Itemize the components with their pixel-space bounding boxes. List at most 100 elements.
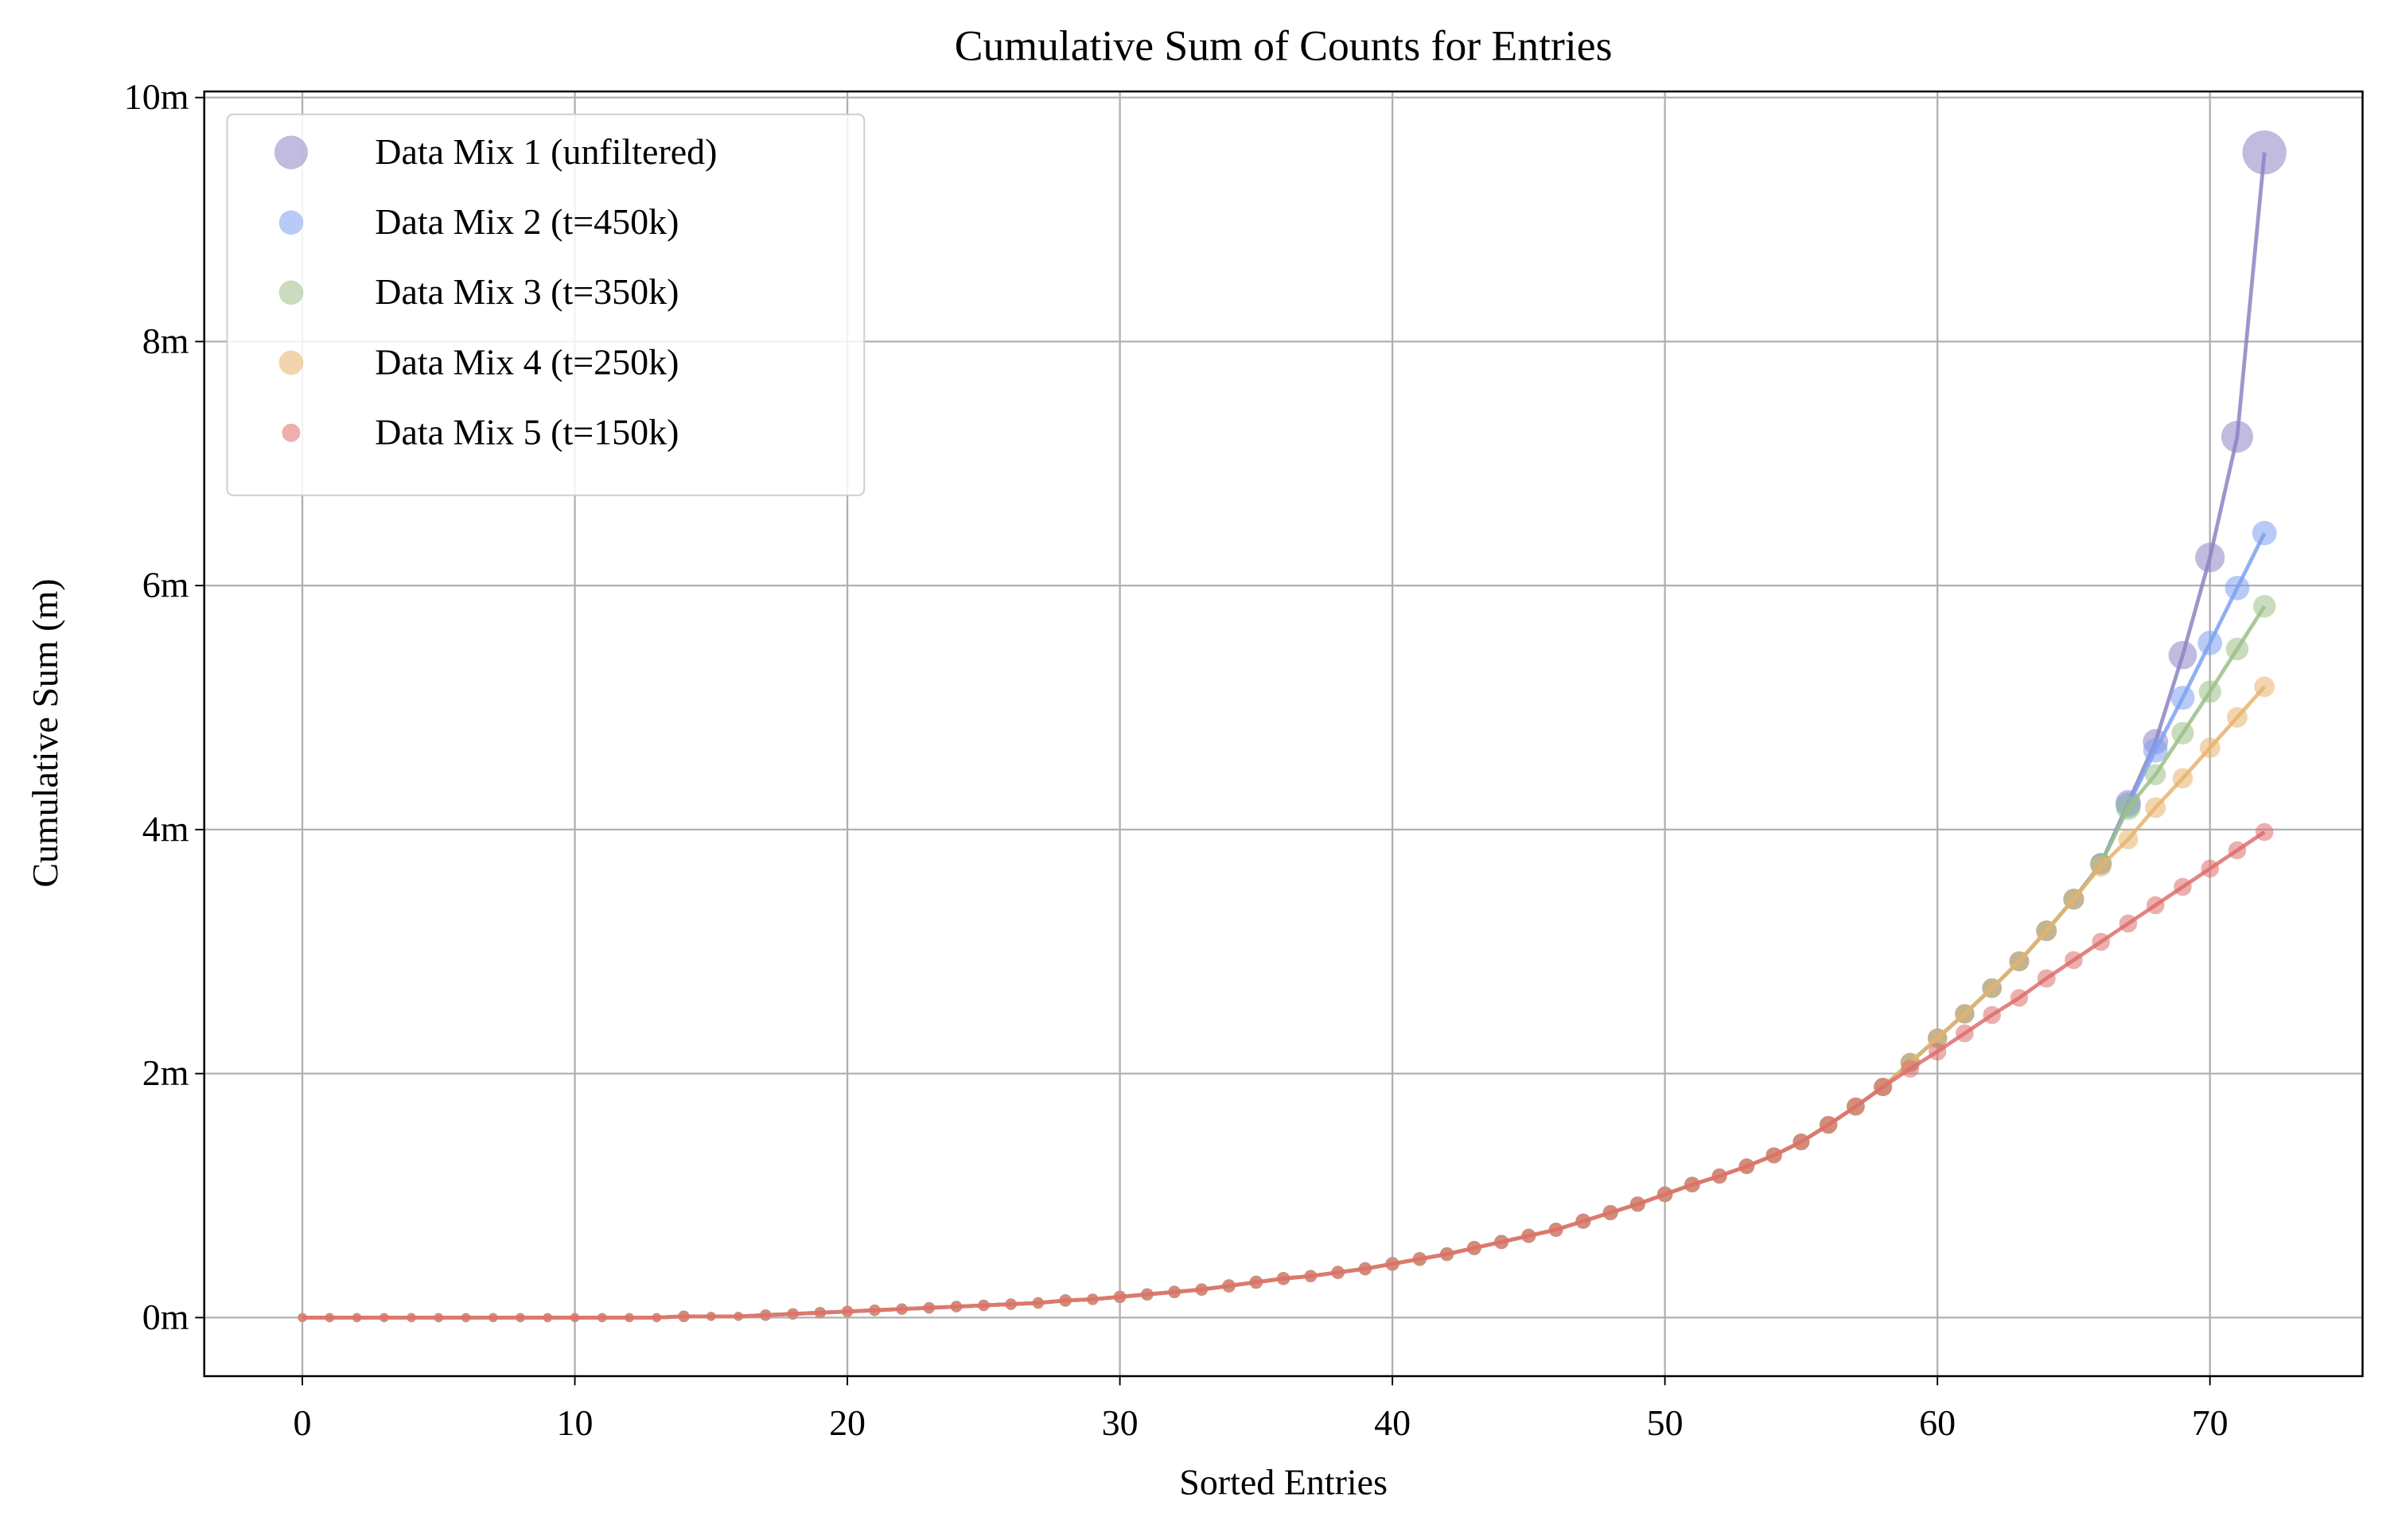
data-point: [1494, 1235, 1509, 1250]
data-point: [1956, 1024, 1974, 1043]
data-point: [2145, 797, 2166, 819]
data-point: [1304, 1270, 1318, 1283]
data-point: [2198, 680, 2221, 703]
data-point: [869, 1305, 881, 1316]
x-axis-label: Sorted Entries: [1179, 1462, 1388, 1503]
data-point: [1955, 1004, 1975, 1024]
data-point: [298, 1312, 307, 1323]
data-point: [1113, 1290, 1127, 1304]
data-point: [352, 1312, 362, 1323]
x-tick-label: 30: [1102, 1402, 1139, 1443]
data-point: [1765, 1147, 1782, 1164]
data-point: [2036, 920, 2057, 942]
data-point: [2201, 859, 2220, 878]
data-point: [2037, 969, 2056, 988]
data-point: [2143, 737, 2168, 763]
data-point: [2174, 877, 2192, 896]
data-point: [923, 1301, 936, 1314]
data-point: [652, 1312, 662, 1323]
y-axis-label: Cumulative Sum (m): [25, 578, 65, 887]
data-point: [1440, 1247, 1454, 1262]
data-point: [2242, 130, 2287, 175]
legend-marker: [282, 423, 301, 442]
data-point: [1005, 1298, 1017, 1310]
data-point: [1847, 1097, 1865, 1116]
data-point: [2225, 575, 2250, 601]
data-point: [598, 1312, 607, 1323]
data-point: [1276, 1272, 1290, 1285]
y-tick-label: 2m: [142, 1052, 189, 1093]
legend: Data Mix 1 (unfiltered) Data Mix 2 (t=450…: [226, 113, 866, 496]
data-point: [841, 1305, 854, 1317]
legend-marker: [274, 135, 308, 169]
axes: 0 10 20 30 40 50 60 70 0m 2m 4m 6m 8m 10m: [124, 76, 2228, 1443]
data-point: [2118, 829, 2139, 850]
data-point: [1249, 1275, 1263, 1289]
legend-marker: [278, 280, 304, 305]
legend-label: Data Mix 3 (t=350k): [375, 271, 679, 312]
axes-frame: [203, 90, 2364, 1378]
x-tick-label: 0: [294, 1402, 312, 1443]
data-point: [1521, 1228, 1536, 1243]
data-point: [1222, 1279, 1236, 1293]
data-point: [2225, 637, 2249, 661]
data-point: [1141, 1288, 1154, 1301]
data-point: [1983, 1005, 2001, 1025]
data-point: [2195, 542, 2225, 573]
data-point: [625, 1312, 634, 1323]
data-point: [2116, 795, 2141, 820]
data-point: [1901, 1060, 1920, 1078]
data-point: [2119, 914, 2138, 933]
data-point: [1385, 1257, 1399, 1271]
data-point: [380, 1312, 389, 1323]
data-point: [2009, 951, 2030, 972]
data-point: [2227, 706, 2248, 728]
data-point: [1738, 1158, 1755, 1175]
data-point: [2065, 951, 2083, 970]
data-point: [1168, 1285, 1181, 1298]
data-point: [1684, 1176, 1700, 1193]
data-point: [1602, 1204, 1618, 1221]
data-point: [543, 1312, 553, 1323]
legend-marker: [278, 350, 304, 375]
data-point: [2255, 822, 2274, 842]
data-point: [1548, 1223, 1563, 1237]
data-point: [760, 1309, 772, 1321]
y-tick-label: 10m: [124, 76, 189, 117]
data-point: [1928, 1028, 1948, 1048]
data-point: [407, 1312, 416, 1323]
data-point: [1982, 978, 2003, 998]
data-point: [1629, 1196, 1645, 1212]
data-point: [896, 1303, 908, 1315]
data-point: [1656, 1186, 1673, 1203]
data-point: [2171, 721, 2194, 745]
x-tick-label: 60: [1919, 1402, 1956, 1443]
legend-label: Data Mix 1 (unfiltered): [375, 131, 717, 172]
data-point: [2168, 640, 2197, 670]
data-point: [2090, 855, 2112, 877]
data-point: [570, 1312, 580, 1323]
data-point: [1195, 1283, 1209, 1296]
chart-title: Cumulative Sum of Counts for Entries: [955, 22, 1613, 70]
legend-label: Data Mix 5 (t=150k): [375, 412, 679, 453]
y-tick-label: 4m: [142, 808, 189, 849]
data-point: [2092, 932, 2111, 951]
data-point: [325, 1312, 335, 1323]
data-point: [2144, 764, 2166, 786]
data-point: [1087, 1293, 1099, 1305]
data-point: [2010, 989, 2029, 1007]
data-point: [2170, 686, 2195, 710]
data-point: [678, 1310, 690, 1323]
data-point: [2254, 676, 2275, 698]
data-point: [1032, 1297, 1045, 1309]
x-tick-label: 70: [2192, 1402, 2228, 1443]
data-point: [2199, 737, 2221, 759]
data-point: [787, 1308, 799, 1320]
legend-label: Data Mix 4 (t=250k): [375, 341, 679, 382]
y-tick-label: 6m: [142, 565, 189, 605]
data-point: [734, 1312, 743, 1321]
data-point: [516, 1312, 525, 1323]
data-point: [489, 1312, 498, 1323]
data-point: [1412, 1252, 1427, 1266]
data-point: [2252, 520, 2277, 546]
